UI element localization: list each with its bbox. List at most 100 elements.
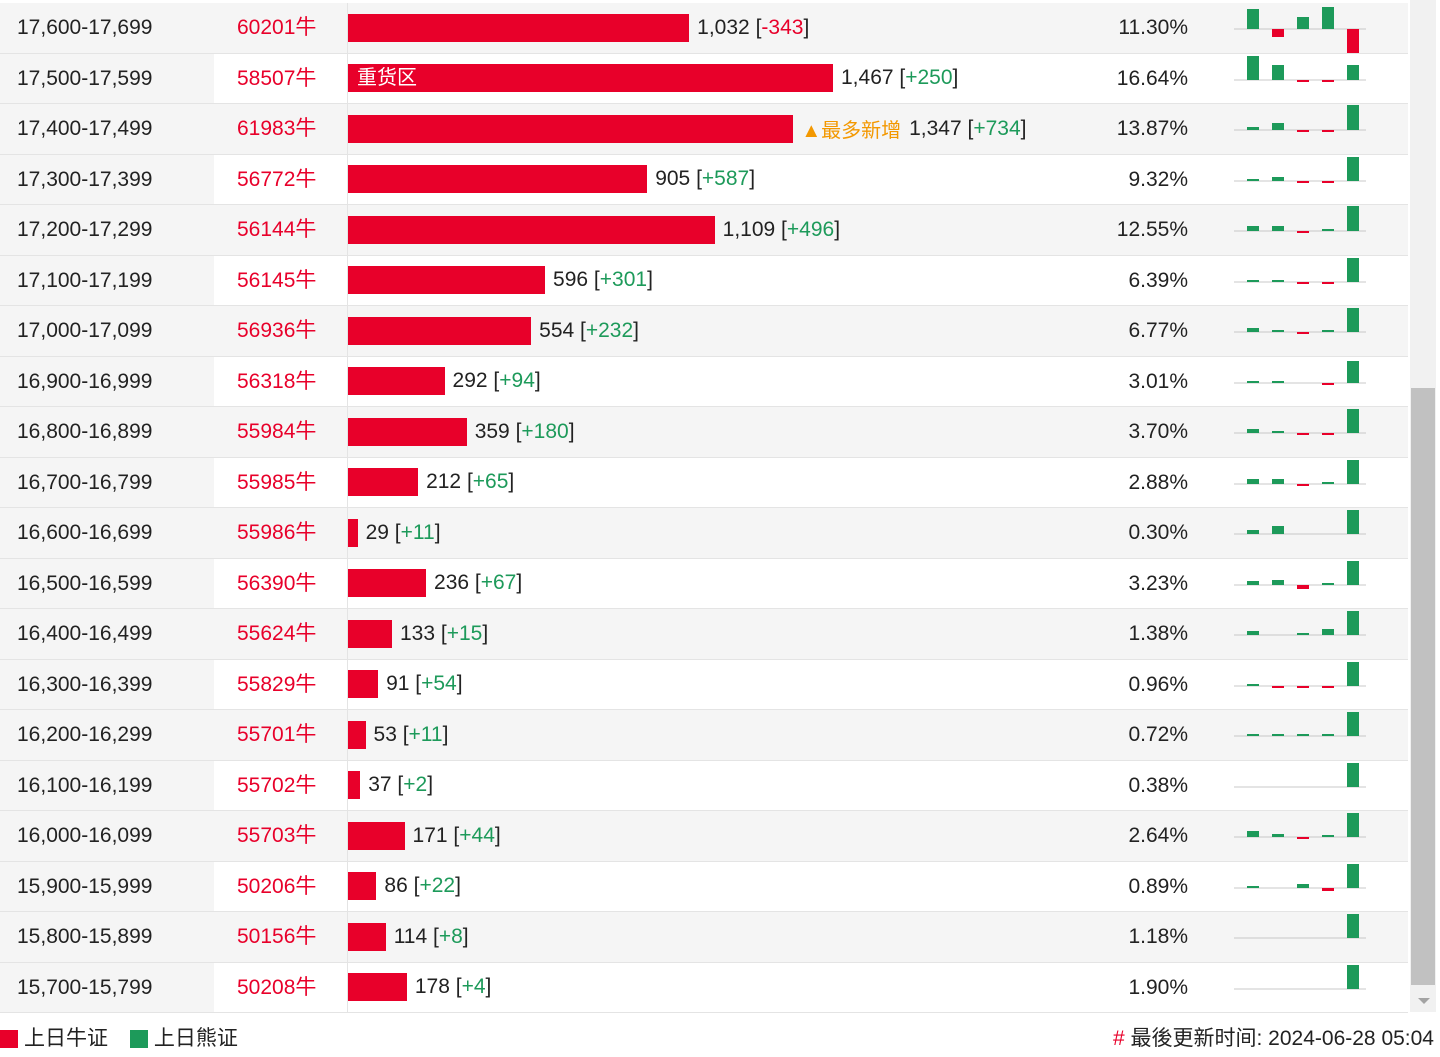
- warrant-code[interactable]: 55984牛: [237, 420, 317, 443]
- sparkline-bar: [1272, 29, 1284, 37]
- table-row[interactable]: 16,400-16,499 55624牛 133 [+15] 1.38%: [0, 609, 1408, 660]
- table-row[interactable]: 16,300-16,399 55829牛 91 [+54] 0.96%: [0, 659, 1408, 710]
- sparkline-bar: [1247, 178, 1259, 181]
- warrant-code[interactable]: 60201牛: [237, 16, 317, 39]
- count-bar: [348, 771, 361, 800]
- table-row[interactable]: 16,200-16,299 55701牛 53 [+11] 0.72%: [0, 710, 1408, 761]
- scrollbar-thumb[interactable]: [1411, 388, 1435, 985]
- sparkline-bar: [1347, 914, 1359, 938]
- count-bar: [348, 973, 407, 1002]
- sparkline-bar: [1322, 433, 1334, 435]
- sparkline-bar: [1322, 887, 1334, 891]
- warrant-code[interactable]: 55701牛: [237, 723, 317, 746]
- warrant-code[interactable]: 56772牛: [237, 167, 317, 191]
- warrant-code[interactable]: 56936牛: [237, 319, 317, 342]
- sparkline-bar: [1272, 834, 1284, 837]
- count-label: 53: [373, 722, 397, 746]
- bull-swatch-icon: [0, 1030, 18, 1048]
- warrant-code[interactable]: 50208牛: [237, 975, 317, 999]
- strike-range: 15,700-15,799: [0, 962, 214, 1012]
- warrant-code[interactable]: 61983牛: [237, 117, 317, 140]
- sparkline-bar: [1247, 279, 1259, 282]
- table-row[interactable]: 15,800-15,899 50156牛 114 [+8] 1.18%: [0, 912, 1408, 963]
- sparkline-bar: [1247, 683, 1259, 686]
- table-row[interactable]: 17,300-17,399 56772牛 905 [+587] 9.32%: [0, 154, 1408, 205]
- sparkline-bar: [1322, 281, 1334, 284]
- table-row[interactable]: 16,000-16,099 55703牛 171 [+44] 2.64%: [0, 811, 1408, 862]
- count-delta: +180: [521, 419, 569, 443]
- sparkline-bar: [1347, 156, 1359, 181]
- sparkline: [1234, 510, 1366, 535]
- warrant-code[interactable]: 50206牛: [237, 874, 317, 898]
- sparkline-bar: [1297, 17, 1309, 29]
- table-row[interactable]: 17,200-17,299 56144牛 1,109 [+496] 12.55%: [0, 205, 1408, 256]
- sparkline: [1234, 661, 1366, 688]
- table-row[interactable]: 15,700-15,799 50208牛 178 [+4] 1.90%: [0, 962, 1408, 1013]
- sparkline-bar: [1347, 762, 1359, 787]
- count-label: 29: [365, 520, 389, 544]
- sparkline-bar: [1247, 734, 1259, 736]
- percent: 0.96%: [1128, 672, 1188, 696]
- warrant-code[interactable]: 58507牛: [237, 66, 317, 90]
- sparkline-bar: [1322, 180, 1334, 183]
- warrant-code[interactable]: 55986牛: [237, 521, 317, 544]
- table-row[interactable]: 16,700-16,799 55985牛 212 [+65] 2.88%: [0, 457, 1408, 508]
- strike-range: 16,200-16,299: [0, 710, 214, 760]
- table-row[interactable]: 17,600-17,699 60201牛 1,032 [-343] 11.30%: [0, 3, 1408, 54]
- strike-range: 16,300-16,399: [0, 659, 214, 709]
- warrant-code[interactable]: 55703牛: [237, 824, 317, 847]
- sparkline-bar: [1322, 79, 1334, 82]
- percent: 16.64%: [1116, 66, 1188, 90]
- table-row[interactable]: 17,100-17,199 56145牛 596 [+301] 6.39%: [0, 255, 1408, 306]
- strike-range: 16,400-16,499: [0, 609, 214, 659]
- table-row[interactable]: 17,000-17,099 56936牛 554 [+232] 6.77%: [0, 306, 1408, 357]
- legend-bear: 上日熊证: [129, 1024, 238, 1054]
- warrant-code[interactable]: 55702牛: [237, 773, 317, 797]
- bar-cell: 359 [+180]: [347, 407, 575, 457]
- warrant-code[interactable]: 56318牛: [237, 369, 317, 393]
- count-value: 29 [+11]: [365, 520, 441, 544]
- warrant-code[interactable]: 56390牛: [237, 571, 317, 595]
- warrant-code[interactable]: 55624牛: [237, 622, 317, 645]
- sparkline-bar: [1347, 863, 1359, 888]
- sparkline-bar: [1247, 9, 1259, 29]
- table-row[interactable]: 16,900-16,999 56318牛 292 [+94] 3.01%: [0, 356, 1408, 407]
- strike-range: 16,800-16,899: [0, 407, 214, 457]
- count-label: 114: [393, 924, 428, 948]
- strike-range: 17,200-17,299: [0, 205, 214, 255]
- warrant-code[interactable]: 56145牛: [237, 268, 317, 292]
- sparkline-bar: [1322, 7, 1334, 29]
- table-row[interactable]: 16,500-16,599 56390牛 236 [+67] 3.23%: [0, 558, 1408, 609]
- warrant-code[interactable]: 50156牛: [237, 925, 317, 948]
- warrant-code[interactable]: 55829牛: [237, 672, 317, 696]
- sparkline-bar: [1347, 409, 1359, 433]
- bar-cell: 1,109 [+496]: [347, 205, 840, 255]
- sparkline-bar: [1322, 481, 1334, 484]
- count-label: 292: [452, 369, 488, 393]
- sparkline-bar: [1272, 431, 1284, 433]
- bar-cell: 114 [+8]: [347, 912, 469, 962]
- sparkline-bar: [1322, 685, 1334, 688]
- count-label: 1,109: [722, 217, 776, 241]
- table-row[interactable]: 16,800-16,899 55984牛 359 [+180] 3.70%: [0, 407, 1408, 458]
- sparkline-bar: [1347, 206, 1359, 231]
- table-row[interactable]: 16,600-16,699 55986牛 29 [+11] 0.30%: [0, 508, 1408, 559]
- table-row[interactable]: 17,500-17,599 58507牛 重货区 1,467 [+250] 16…: [0, 53, 1408, 104]
- percent: 3.23%: [1128, 571, 1188, 595]
- warrant-code[interactable]: 55985牛: [237, 470, 317, 494]
- count-bar: 重货区: [348, 64, 833, 93]
- sparkline-bar: [1297, 883, 1309, 888]
- sparkline: [1234, 360, 1366, 385]
- sparkline-bar: [1247, 380, 1259, 383]
- bar-cell: 重货区 1,467 [+250]: [347, 53, 958, 103]
- scrollbar[interactable]: [1410, 0, 1436, 1012]
- percent: 3.70%: [1128, 420, 1188, 443]
- count-label: 236: [434, 571, 470, 595]
- table-row[interactable]: 16,100-16,199 55702牛 37 [+2] 0.38%: [0, 760, 1408, 811]
- sparkline-bar: [1297, 685, 1309, 688]
- table-row[interactable]: 15,900-15,999 50206牛 86 [+22] 0.89%: [0, 861, 1408, 912]
- table-row[interactable]: 17,400-17,499 61983牛 ▲最多新增 1,347 [+734] …: [0, 104, 1408, 155]
- percent: 0.38%: [1128, 773, 1188, 797]
- scroll-down-arrow-icon[interactable]: [1418, 998, 1430, 1004]
- warrant-code[interactable]: 56144牛: [237, 218, 317, 241]
